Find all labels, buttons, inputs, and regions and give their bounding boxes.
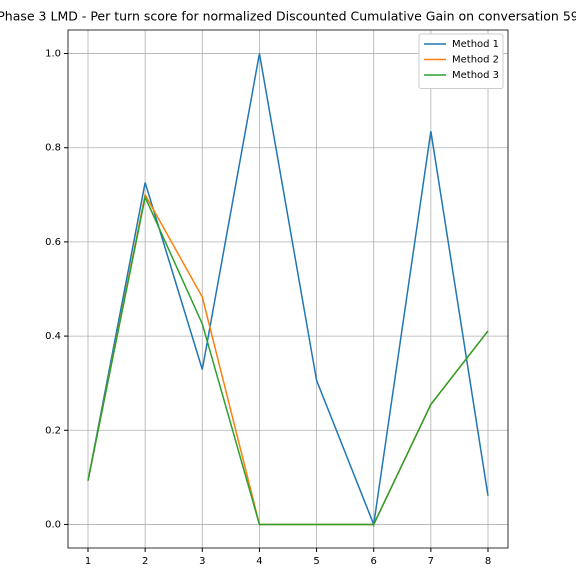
y-tick-label: 0.6 xyxy=(45,237,61,248)
x-tick-label: 1 xyxy=(85,556,91,567)
y-tick-label: 0.4 xyxy=(45,331,61,342)
x-tick-label: 2 xyxy=(142,556,148,567)
legend-label: Method 1 xyxy=(452,39,499,50)
x-tick-label: 8 xyxy=(485,556,491,567)
legend-label: Method 2 xyxy=(452,55,499,66)
y-tick-label: 0.2 xyxy=(45,425,61,436)
legend-label: Method 3 xyxy=(452,70,499,81)
series-line xyxy=(87,194,489,526)
series-line xyxy=(87,53,489,528)
x-tick-label: 7 xyxy=(428,556,434,567)
chart-title: Phase 3 LMD - Per turn score for normali… xyxy=(0,9,576,24)
y-tick-label: 0.8 xyxy=(45,143,61,154)
x-tick-label: 3 xyxy=(199,556,205,567)
x-tick-label: 5 xyxy=(313,556,319,567)
x-tick-label: 4 xyxy=(256,556,262,567)
y-tick-label: 1.0 xyxy=(45,49,61,60)
x-tick-label: 6 xyxy=(371,556,377,567)
y-tick-label: 0.0 xyxy=(45,519,61,530)
plot-frame xyxy=(67,29,509,549)
